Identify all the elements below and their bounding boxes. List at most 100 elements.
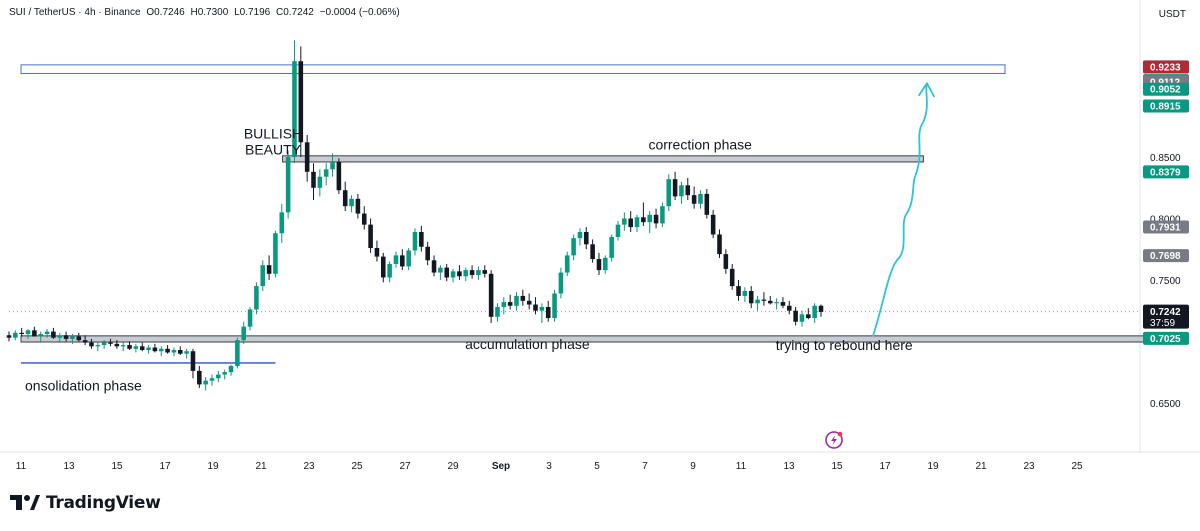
- candle-body: [748, 291, 754, 304]
- price-tick-label: 0.8000: [1150, 214, 1181, 225]
- price-badge[interactable]: 0.9233: [1143, 60, 1189, 74]
- candle: [552, 289, 557, 322]
- candle: [241, 321, 247, 344]
- candle: [577, 228, 583, 246]
- price-badge-bg: [1143, 99, 1189, 113]
- candle-body: [438, 267, 443, 273]
- candle: [463, 267, 469, 282]
- candle: [457, 265, 462, 280]
- lightning-icon[interactable]: [825, 431, 843, 449]
- candle: [717, 229, 722, 258]
- candle: [729, 263, 735, 290]
- candle-body: [228, 365, 234, 373]
- time-tick-label: 21: [255, 461, 267, 472]
- price-badge[interactable]: 0.7931: [1143, 220, 1189, 234]
- price-badge-bg: [1143, 220, 1189, 234]
- candle: [501, 297, 507, 315]
- price-badge-bg: [1143, 82, 1189, 96]
- price-axis[interactable]: 0.85000.80000.75000.65000.92340.92330.91…: [1143, 60, 1189, 410]
- candle: [254, 282, 259, 315]
- annotation-label: correction phase: [648, 137, 752, 153]
- candle-body: [476, 270, 481, 276]
- price-tick-label: 0.7500: [1150, 276, 1181, 287]
- candle-body: [165, 348, 170, 353]
- candle: [146, 345, 151, 354]
- candle-body: [564, 255, 570, 273]
- time-axis[interactable]: 11 13 15 17 19 21 23 25 27 29 Sep 3 5 7 9 11 13 15 17 19 21 2…: [16, 461, 1083, 472]
- candle: [653, 208, 659, 229]
- candle: [298, 46, 304, 158]
- candle-body: [552, 293, 557, 319]
- time-tick-label: 17: [879, 461, 891, 472]
- price-badge-text: 0.8915: [1150, 102, 1181, 113]
- candle-body: [622, 218, 627, 225]
- candle-body: [514, 295, 519, 306]
- candle-body: [13, 332, 18, 338]
- candle: [171, 347, 177, 357]
- candle: [495, 303, 500, 322]
- candle-body: [806, 314, 811, 319]
- price-badge-text: 0.7698: [1150, 251, 1181, 262]
- candle: [266, 255, 272, 280]
- candle-body: [672, 179, 678, 197]
- candle: [139, 342, 145, 352]
- candle: [76, 332, 82, 342]
- candle: [691, 186, 697, 209]
- candle: [799, 310, 805, 327]
- candle-body: [184, 351, 189, 354]
- tradingview-brand[interactable]: TradingView: [10, 493, 161, 513]
- time-tick-label: 27: [399, 461, 411, 472]
- price-badge[interactable]: 0.9052: [1143, 82, 1189, 96]
- candle-body: [425, 246, 430, 261]
- candle: [95, 341, 101, 352]
- candle: [444, 263, 450, 282]
- candle: [698, 190, 703, 209]
- candle-body: [710, 214, 716, 235]
- candle-body: [691, 195, 697, 204]
- price-badge[interactable]: 0.7698: [1143, 249, 1189, 262]
- candle: [755, 295, 760, 311]
- candle-body: [495, 306, 500, 317]
- candle: [514, 292, 519, 311]
- price-badge-bg: [1143, 331, 1189, 345]
- candle-body: [774, 302, 779, 304]
- low-value: L0.7196: [234, 7, 271, 18]
- candle-body: [304, 142, 310, 172]
- candle-body: [235, 340, 240, 366]
- candle: [38, 331, 44, 342]
- grid: [0, 0, 1200, 453]
- price-badge[interactable]: 0.7025: [1143, 331, 1189, 345]
- candle-body: [444, 267, 450, 278]
- candle-body: [609, 236, 614, 258]
- candle: [590, 239, 595, 263]
- symbol-title[interactable]: SUI / TetherUS · 4h · Binance: [9, 7, 141, 18]
- candle: [304, 134, 310, 182]
- candle: [431, 255, 437, 277]
- candle: [247, 306, 253, 331]
- candle-body: [799, 314, 805, 322]
- currency-label[interactable]: USDT: [1158, 9, 1186, 20]
- candle: [190, 348, 196, 379]
- price-badge[interactable]: 0.8379: [1143, 165, 1189, 179]
- annotation-label: BEAUTY: [245, 142, 302, 158]
- candle-body: [374, 247, 380, 257]
- candle-body: [577, 232, 583, 239]
- candle: [488, 270, 494, 323]
- candle: [704, 188, 710, 219]
- candle: [793, 306, 798, 326]
- candle-body: [171, 349, 177, 353]
- last-price-bg: [1143, 304, 1189, 329]
- price-badge[interactable]: 0.8915: [1143, 99, 1189, 113]
- candle: [641, 202, 646, 226]
- candle-body: [25, 330, 31, 335]
- candle: [57, 332, 63, 342]
- candle: [603, 255, 608, 274]
- candle-body: [704, 193, 710, 215]
- candle: [101, 340, 107, 349]
- candle: [19, 327, 24, 337]
- candle-body: [653, 214, 659, 224]
- candle-body: [780, 302, 786, 306]
- candle-body: [57, 335, 63, 338]
